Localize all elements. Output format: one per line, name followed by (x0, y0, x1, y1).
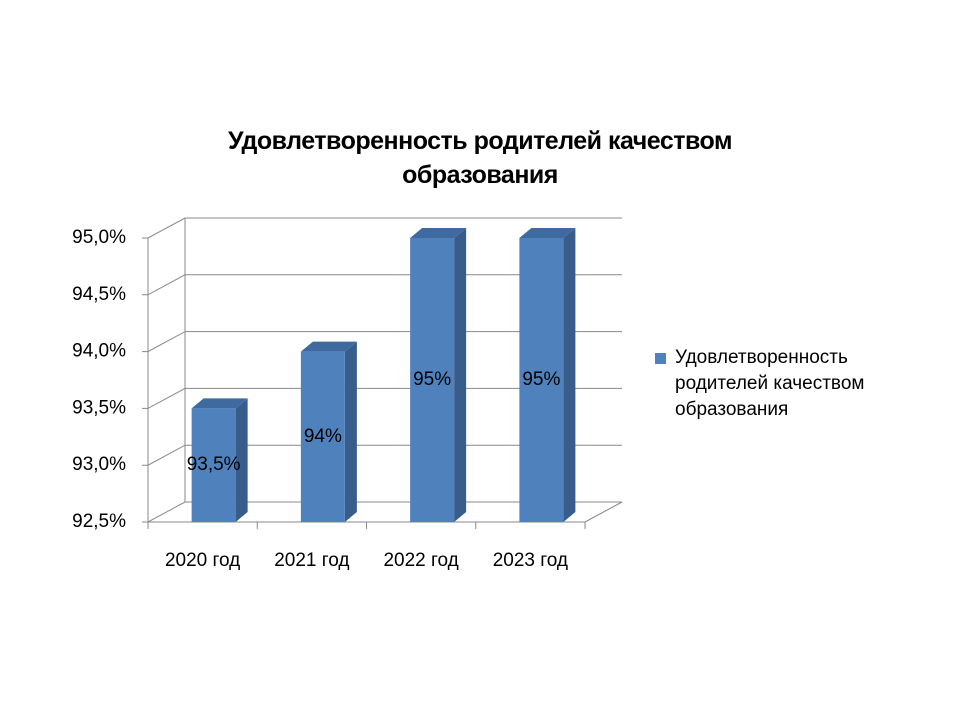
bar-top (519, 228, 576, 238)
y-tick-label: 93,0% (72, 454, 126, 475)
x-tick-label: 2022 год (383, 550, 458, 571)
grid-line (142, 217, 622, 239)
bar-top (410, 228, 467, 238)
chart-title: Удовлетворенность родителей качеством об… (228, 127, 733, 189)
bar (410, 238, 455, 522)
data-label: 93,5% (187, 454, 241, 475)
y-tick-label: 92,5% (72, 511, 126, 532)
bar-side (344, 341, 357, 522)
data-label: 94% (304, 426, 342, 447)
axis-line (584, 501, 623, 523)
grid-line (142, 444, 622, 466)
bar (191, 408, 236, 522)
grid-line (142, 387, 622, 409)
y-tick-label: 95,0% (72, 227, 126, 248)
bar-side (563, 228, 576, 522)
legend: Удовлетворенность родителей качеством об… (655, 345, 905, 423)
bar (300, 351, 345, 522)
grid-line (142, 501, 622, 523)
grid-line (142, 274, 622, 296)
bar-top (191, 398, 248, 409)
bar-side (235, 398, 248, 522)
grid-line (142, 331, 622, 353)
legend-label: Удовлетворенность родителей качеством об… (675, 347, 865, 420)
y-tick-label: 94,5% (72, 284, 126, 305)
x-tick-label: 2020 год (165, 550, 240, 571)
y-tick-label: 94,0% (72, 341, 126, 362)
x-tick-label: 2021 год (274, 550, 349, 571)
bar-side (454, 228, 467, 522)
data-label: 95% (522, 369, 560, 390)
data-label: 95% (413, 369, 451, 390)
x-tick-label: 2023 год (493, 550, 568, 571)
legend-swatch (655, 353, 666, 364)
bar (519, 238, 564, 522)
y-tick-label: 93,5% (72, 397, 126, 418)
bar-top (300, 341, 357, 352)
